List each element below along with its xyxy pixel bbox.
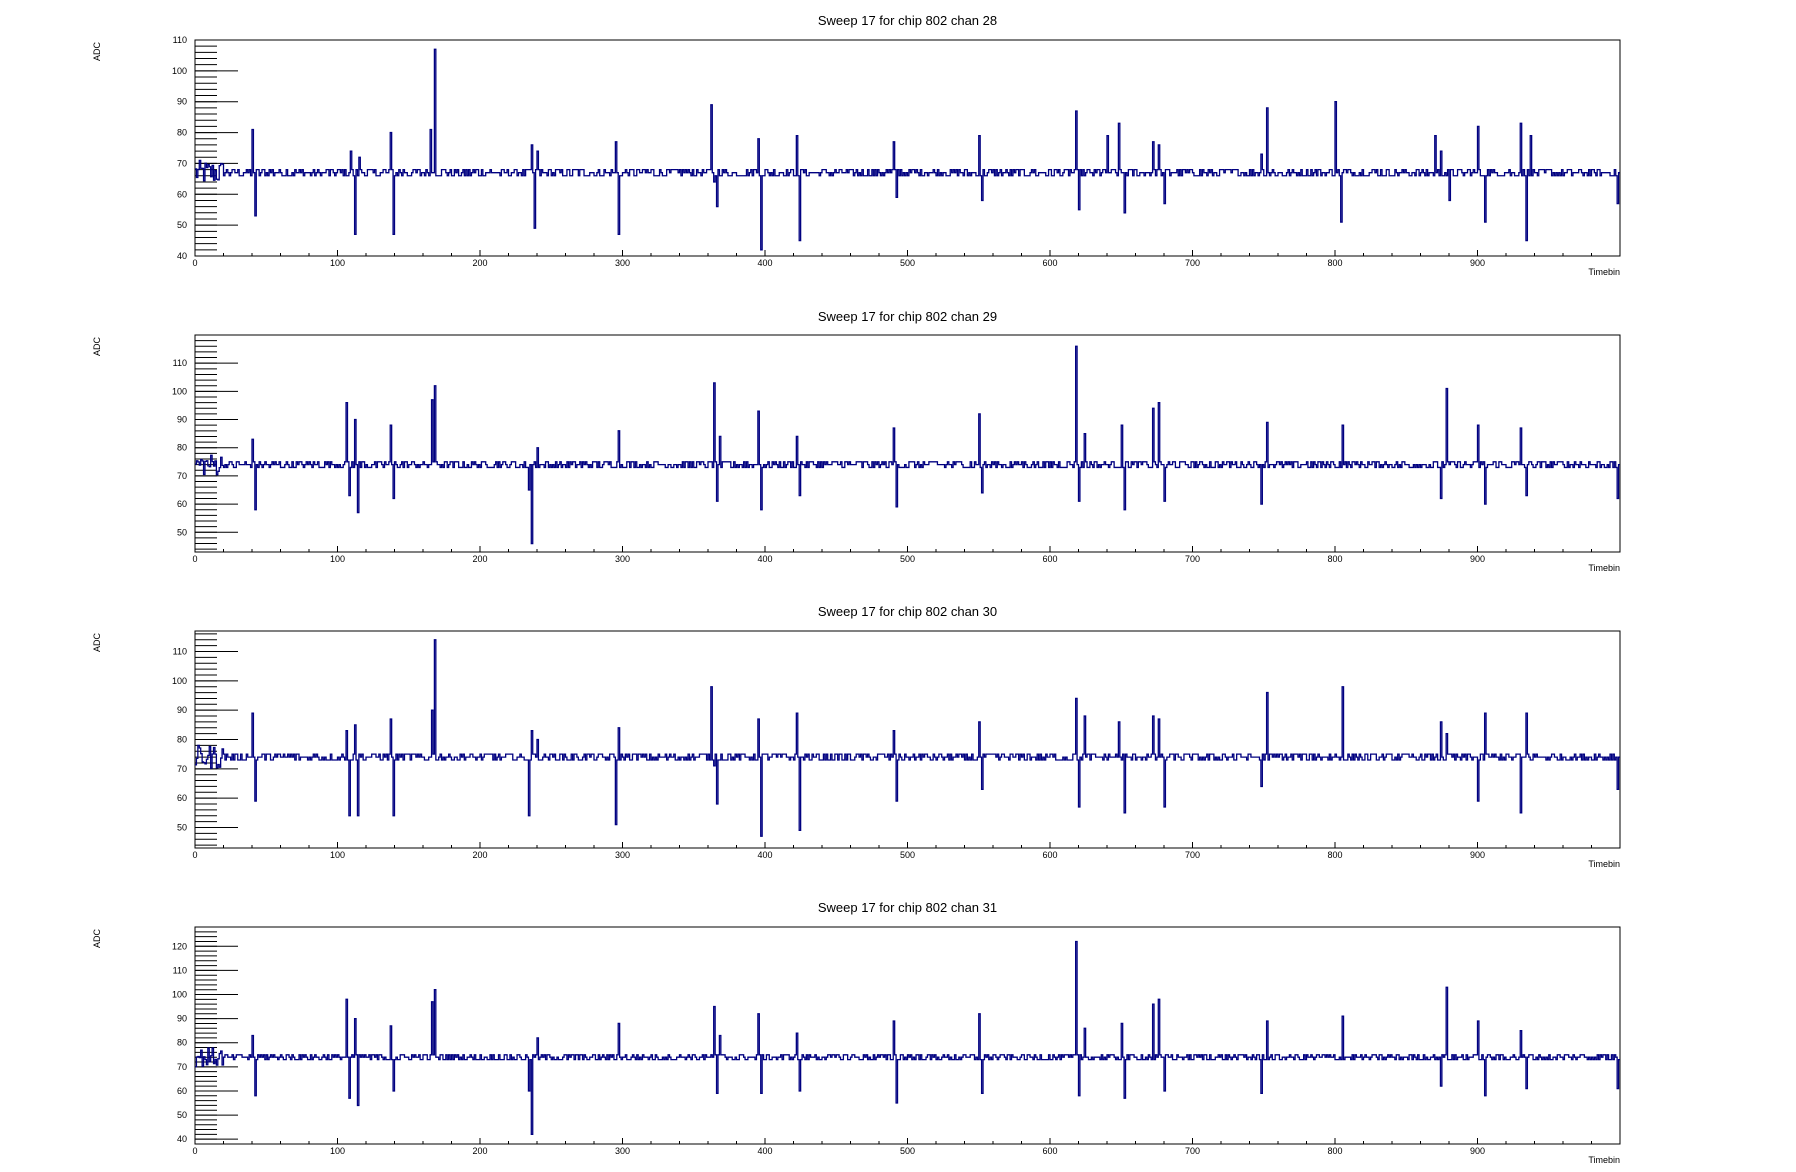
y-tick-label: 50 (177, 822, 187, 832)
x-tick-label: 800 (1327, 258, 1342, 268)
x-tick-label: 600 (1042, 850, 1057, 860)
plot-frame (194, 39, 1621, 257)
x-tick-label: 900 (1470, 850, 1485, 860)
x-axis-label: Timebin (1588, 1155, 1620, 1165)
y-tick-label: 70 (177, 764, 187, 774)
y-tick-label: 60 (177, 499, 187, 509)
y-tick-label: 100 (172, 676, 187, 686)
x-axis-label: Timebin (1588, 267, 1620, 277)
y-tick-label: 60 (177, 793, 187, 803)
x-tick-label: 100 (330, 1146, 345, 1156)
adc-trace-series (195, 639, 1620, 837)
y-tick-label: 120 (172, 941, 187, 951)
x-tick-label: 500 (900, 554, 915, 564)
y-tick-label: 110 (173, 647, 187, 657)
x-axis-label: Timebin (1588, 859, 1620, 869)
x-tick-label: 400 (757, 554, 772, 564)
y-axis-label: ADC (92, 633, 102, 653)
x-tick-label: 200 (472, 1146, 487, 1156)
x-tick-label: 800 (1327, 850, 1342, 860)
panel-0: Sweep 17 for chip 802 chan 28 ADC Timebin 4… (92, 13, 1621, 277)
x-tick-label: 500 (900, 258, 915, 268)
panel-1: Sweep 17 for chip 802 chan 29 ADC Timebin 5… (92, 309, 1621, 573)
y-tick-label: 70 (177, 471, 187, 481)
x-tick-label: 300 (615, 1146, 630, 1156)
x-tick-label: 400 (757, 258, 772, 268)
x-tick-label: 600 (1042, 258, 1057, 268)
chart-title: Sweep 17 for chip 802 chan 31 (818, 900, 997, 915)
x-tick-label: 700 (1185, 850, 1200, 860)
y-tick-label: 110 (173, 965, 187, 975)
chart-title: Sweep 17 for chip 802 chan 30 (818, 604, 997, 619)
y-tick-label: 90 (177, 97, 187, 107)
y-tick-label: 90 (177, 415, 187, 425)
x-tick-label: 0 (192, 850, 197, 860)
x-tick-label: 900 (1470, 554, 1485, 564)
plot-frame (194, 926, 1621, 1145)
x-tick-label: 500 (900, 850, 915, 860)
y-tick-label: 100 (172, 386, 187, 396)
x-tick-label: 100 (330, 258, 345, 268)
x-tick-label: 900 (1470, 258, 1485, 268)
y-tick-label: 70 (177, 158, 187, 168)
x-tick-label: 900 (1470, 1146, 1485, 1156)
x-tick-label: 0 (192, 258, 197, 268)
x-tick-label: 200 (472, 850, 487, 860)
y-tick-label: 40 (177, 251, 187, 261)
y-tick-label: 80 (177, 1038, 187, 1048)
x-tick-label: 700 (1185, 1146, 1200, 1156)
y-axis-label: ADC (92, 929, 102, 949)
panel-3: Sweep 17 for chip 802 chan 31 ADC Timebin 4… (92, 900, 1621, 1165)
x-axis-label: Timebin (1588, 563, 1620, 573)
x-tick-label: 0 (192, 554, 197, 564)
y-tick-label: 40 (177, 1134, 187, 1144)
x-tick-label: 300 (615, 850, 630, 860)
panel-2: Sweep 17 for chip 802 chan 30 ADC Timebin 5… (92, 604, 1621, 869)
x-tick-label: 700 (1185, 258, 1200, 268)
x-tick-label: 300 (615, 258, 630, 268)
x-tick-label: 400 (757, 1146, 772, 1156)
x-tick-label: 600 (1042, 1146, 1057, 1156)
y-tick-label: 90 (177, 705, 187, 715)
y-tick-label: 60 (177, 189, 187, 199)
y-tick-label: 50 (177, 220, 187, 230)
adc-trace-series (195, 48, 1620, 251)
x-tick-label: 800 (1327, 1146, 1342, 1156)
y-tick-label: 100 (172, 66, 187, 76)
chart-title: Sweep 17 for chip 802 chan 28 (818, 13, 997, 28)
x-tick-label: 700 (1185, 554, 1200, 564)
y-tick-label: 110 (173, 35, 187, 45)
x-tick-label: 500 (900, 1146, 915, 1156)
adc-trace-series (195, 345, 1620, 545)
y-tick-label: 90 (177, 1014, 187, 1024)
x-tick-label: 600 (1042, 554, 1057, 564)
x-tick-label: 100 (330, 850, 345, 860)
x-tick-label: 200 (472, 554, 487, 564)
chart-title: Sweep 17 for chip 802 chan 29 (818, 309, 997, 324)
y-tick-label: 110 (173, 358, 187, 368)
y-tick-label: 80 (177, 735, 187, 745)
x-tick-label: 100 (330, 554, 345, 564)
adc-trace-series (195, 940, 1620, 1136)
x-tick-label: 300 (615, 554, 630, 564)
x-tick-label: 800 (1327, 554, 1342, 564)
plot-frame (194, 334, 1621, 553)
plot-frame (194, 630, 1621, 849)
x-tick-label: 0 (192, 1146, 197, 1156)
x-tick-label: 200 (472, 258, 487, 268)
x-tick-label: 400 (757, 850, 772, 860)
y-tick-label: 50 (177, 1110, 187, 1120)
y-axis-label: ADC (92, 42, 102, 62)
y-tick-label: 70 (177, 1062, 187, 1072)
y-tick-label: 80 (177, 128, 187, 138)
y-tick-label: 50 (177, 527, 187, 537)
y-tick-label: 60 (177, 1086, 187, 1096)
y-axis-label: ADC (92, 337, 102, 357)
y-tick-label: 80 (177, 443, 187, 453)
y-tick-label: 100 (172, 990, 187, 1000)
